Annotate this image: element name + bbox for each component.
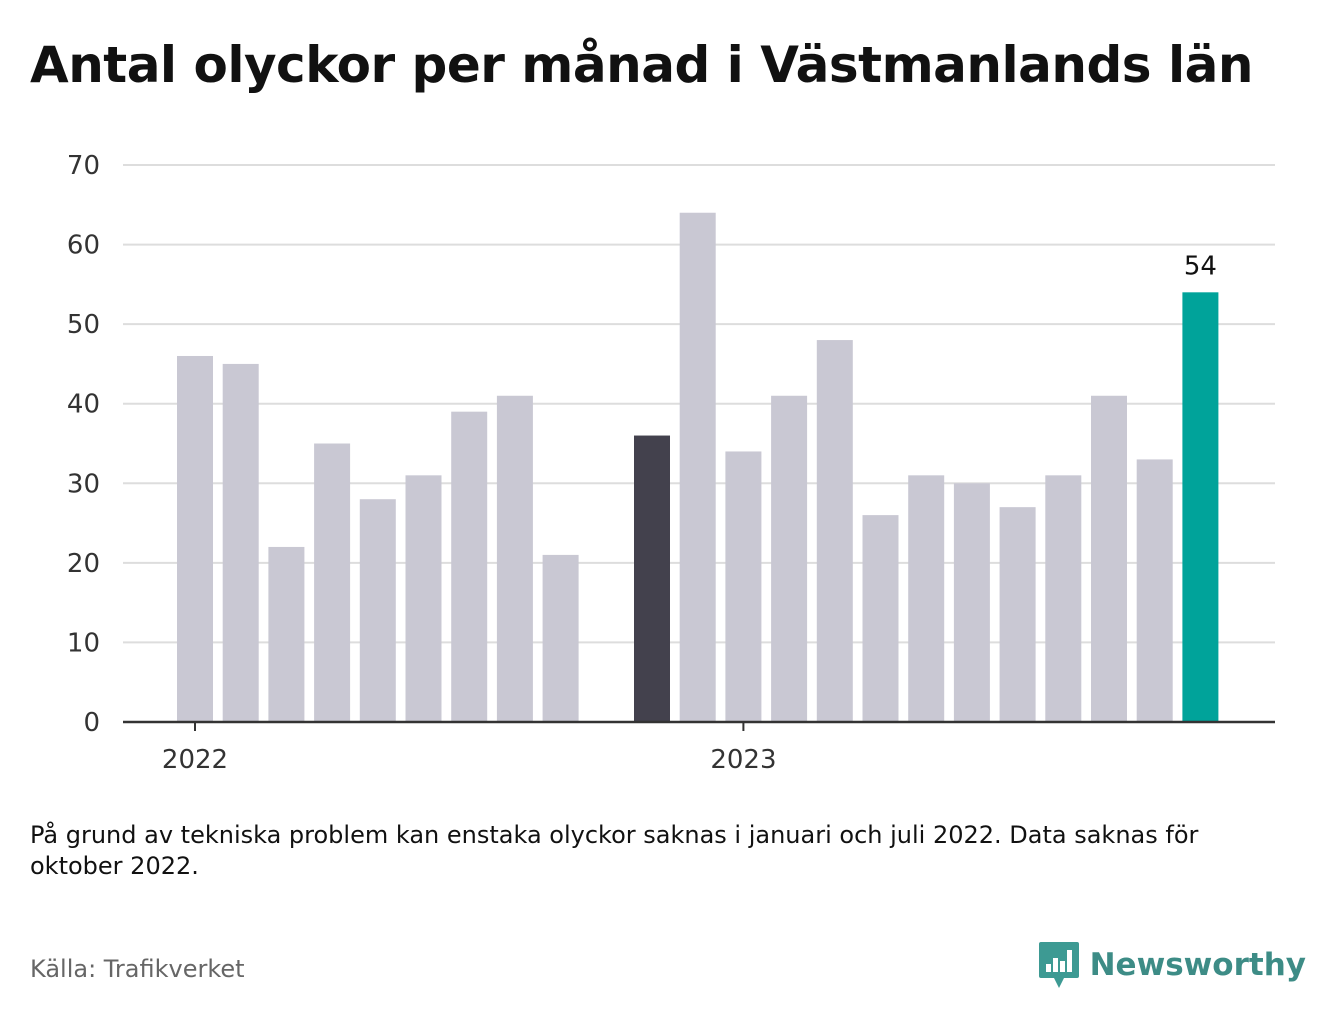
bar [771, 395, 808, 722]
bar [268, 546, 305, 722]
bar [816, 340, 853, 722]
brand-logo[interactable]: Newsworthy [1038, 940, 1306, 990]
bar [862, 515, 899, 722]
x-tick-label: 2022 [162, 745, 228, 775]
x-tick-label: 2023 [710, 745, 776, 775]
newsworthy-logo-icon [1038, 942, 1079, 988]
bar [222, 363, 259, 722]
y-tick-label: 40 [67, 390, 100, 420]
bar [999, 507, 1036, 722]
y-tick-label: 50 [67, 310, 100, 340]
brand-name: Newsworthy [1089, 947, 1306, 983]
bar-value-label: 54 [1184, 251, 1217, 281]
y-tick-label: 70 [67, 151, 100, 181]
y-tick-label: 60 [67, 231, 100, 261]
bars [177, 212, 1219, 722]
bar [496, 395, 533, 722]
bar [908, 475, 945, 722]
data-labels: 54 [1184, 251, 1217, 281]
x-axis-ticks: 2022 2023 [162, 722, 776, 775]
bar [1091, 395, 1127, 722]
bar [725, 451, 762, 722]
bar [953, 483, 990, 722]
bar [634, 435, 670, 722]
bar [679, 212, 716, 722]
bar-chart: 0 10 20 30 40 50 60 70 54 2022 2023 [67, 151, 1275, 775]
bar [542, 554, 579, 722]
bar [177, 355, 213, 722]
bar [359, 499, 396, 722]
bar [1136, 459, 1173, 722]
bar [1182, 292, 1219, 722]
chart-title: Antal olyckor per månad i Västmanlands l… [30, 36, 1253, 94]
y-tick-label: 20 [67, 549, 100, 579]
y-tick-label: 10 [67, 628, 100, 658]
source-credit: Källa: Trafikverket [30, 955, 245, 983]
bar [314, 443, 351, 722]
bar [1045, 475, 1082, 722]
bar [451, 411, 488, 722]
y-tick-label: 30 [67, 469, 100, 499]
footnote: På grund av tekniska problem kan enstaka… [30, 821, 1199, 880]
bar [405, 475, 442, 722]
y-axis-ticks: 0 10 20 30 40 50 60 70 [67, 151, 100, 738]
y-tick-label: 0 [83, 708, 100, 738]
